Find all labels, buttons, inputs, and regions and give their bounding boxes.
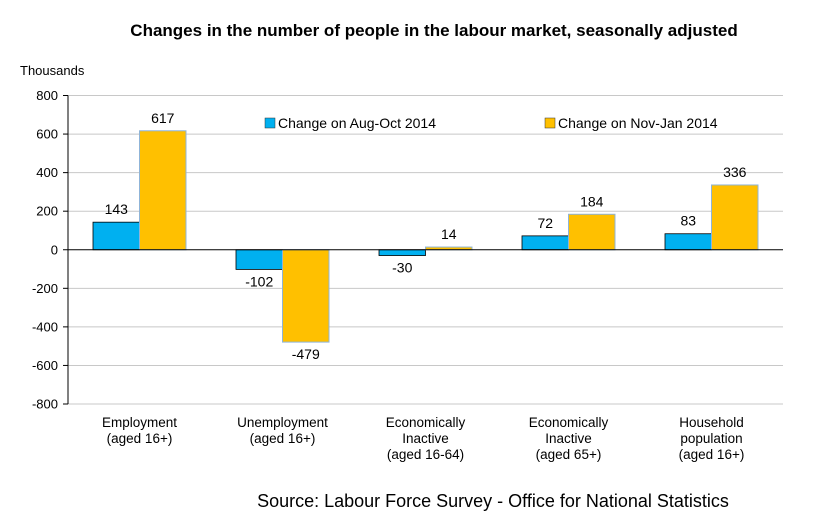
x-tick-label: Economically	[529, 415, 609, 430]
y-tick-label: 600	[36, 127, 58, 142]
y-tick-label: -400	[32, 319, 58, 334]
bar	[235, 249, 283, 270]
bar	[664, 233, 712, 251]
x-tick-label: Economically	[386, 415, 466, 430]
source-note: Source: Labour Force Survey - Office for…	[257, 491, 729, 511]
data-label: 72	[537, 215, 553, 231]
x-tick-label: (aged 65+)	[536, 447, 602, 462]
data-label: 83	[680, 213, 696, 229]
data-label: 143	[105, 201, 129, 217]
data-label: -102	[245, 273, 273, 289]
legend-swatch	[544, 117, 556, 129]
data-label: 617	[151, 110, 175, 126]
y-tick-label: 200	[36, 204, 58, 219]
y-tick-label: 400	[36, 165, 58, 180]
x-tick-label: (aged 16+)	[107, 431, 173, 446]
x-tick-label: Inactive	[545, 431, 592, 446]
x-tick-label: Household	[679, 415, 744, 430]
x-tick-label: Unemployment	[237, 415, 328, 430]
legend-label: Change on Aug-Oct 2014	[278, 115, 436, 131]
data-label: -479	[292, 346, 320, 362]
x-tick-label: Employment	[102, 415, 177, 430]
bar	[711, 184, 759, 251]
y-tick-label: 0	[51, 242, 58, 257]
data-label: -30	[392, 260, 412, 276]
y-tick-label: -600	[32, 358, 58, 373]
bar	[92, 221, 140, 251]
bar	[568, 213, 616, 251]
chart-title: Changes in the number of people in the l…	[130, 21, 737, 40]
x-tick-label: population	[680, 431, 742, 446]
data-label: 184	[580, 193, 604, 209]
x-tick-label: (aged 16-64)	[387, 447, 464, 462]
y-tick-label: -800	[32, 397, 58, 412]
x-tick-label: (aged 16+)	[250, 431, 316, 446]
y-tick-label: 800	[36, 88, 58, 103]
y-tick-label: -200	[32, 281, 58, 296]
bar	[139, 130, 187, 251]
y-axis-label: Thousands	[20, 63, 85, 78]
bar	[378, 249, 426, 256]
bar	[521, 235, 569, 251]
bar	[282, 249, 330, 343]
data-label: 14	[441, 226, 457, 242]
data-label: 336	[723, 164, 747, 180]
x-tick-label: (aged 16+)	[679, 447, 745, 462]
x-tick-label: Inactive	[402, 431, 449, 446]
legend-label: Change on Nov-Jan 2014	[558, 115, 718, 131]
legend-swatch	[264, 117, 276, 129]
